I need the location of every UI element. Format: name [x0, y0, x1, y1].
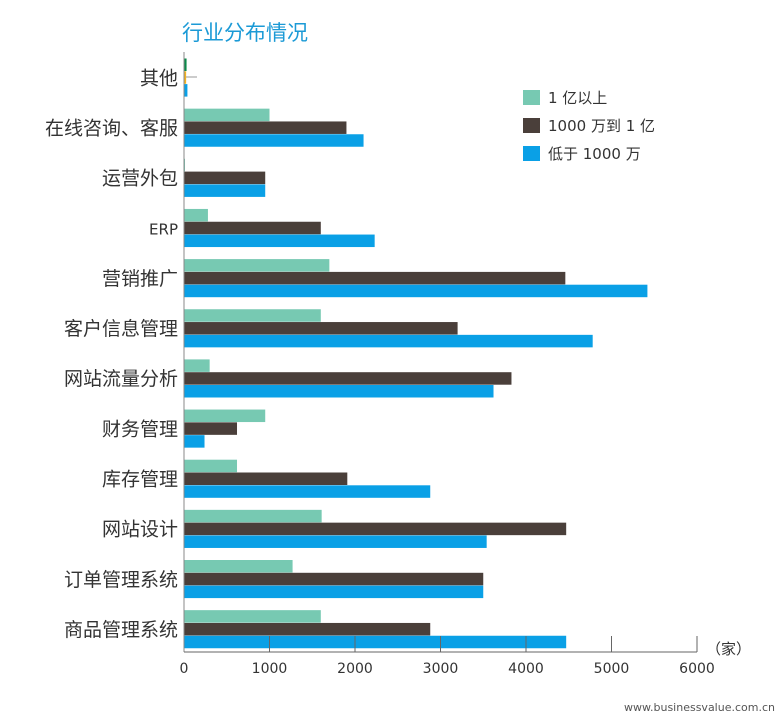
- bar-ERP-series-3: [184, 234, 375, 248]
- x-tick-label-3000: 3000: [423, 661, 459, 677]
- bar-运营外包-series-3: [184, 184, 266, 197]
- bar-订单管理系统-series-3: [184, 585, 484, 599]
- bar-订单管理系统-series-2: [184, 572, 484, 586]
- category-label-网站设计: 网站设计: [102, 519, 178, 541]
- category-label-商品管理系统: 商品管理系统: [64, 619, 178, 641]
- bar-网站设计-series-2: [184, 522, 567, 536]
- bar-库存管理-series-1: [184, 459, 238, 473]
- bar-客户信息管理-series-2: [184, 322, 458, 335]
- bar-运营外包-series-2: [184, 171, 266, 185]
- bar-在线咨询、客服-series-1: [184, 108, 270, 122]
- watermark: www.businessvalue.com.cn: [624, 701, 775, 714]
- category-label-其他: 其他: [140, 67, 178, 89]
- unit-label: （家）: [706, 640, 751, 658]
- bar-网站流量分析-series-1: [184, 359, 210, 372]
- category-label-订单管理系统: 订单管理系统: [64, 569, 178, 591]
- category-label-网站流量分析: 网站流量分析: [64, 368, 178, 390]
- legend-label-2: 1000 万到 1 亿: [548, 117, 655, 135]
- bar-ERP-series-2: [184, 221, 321, 235]
- bar-营销推广-series-1: [184, 259, 330, 272]
- bar-库存管理-series-3: [184, 485, 431, 498]
- legend-label-3: 低于 1000 万: [548, 145, 641, 163]
- bar-财务管理-series-3: [184, 435, 205, 448]
- x-tick-label-1000: 1000: [252, 661, 288, 677]
- x-tick-label-4000: 4000: [508, 661, 544, 677]
- bar-商品管理系统-series-3: [184, 635, 567, 649]
- bar-库存管理-series-2: [184, 472, 348, 485]
- bar-网站流量分析-series-3: [184, 385, 494, 398]
- bar-财务管理-series-1: [184, 409, 266, 423]
- legend-swatch-3: [523, 146, 540, 161]
- x-tick-label-2000: 2000: [337, 661, 373, 677]
- chart-title: 行业分布情况: [182, 21, 308, 45]
- category-label-ERP: ERP: [149, 221, 178, 239]
- bar-在线咨询、客服-series-2: [184, 121, 347, 134]
- bar-网站流量分析-series-2: [184, 372, 512, 385]
- x-tick-label-0: 0: [180, 661, 189, 677]
- category-label-财务管理: 财务管理: [102, 418, 178, 440]
- legend-swatch-1: [523, 90, 540, 105]
- legend-label-1: 1 亿以上: [548, 89, 607, 107]
- x-axis: 0 1000 2000 3000 4000 5000 6000: [180, 52, 715, 677]
- bar-财务管理-series-2: [184, 422, 238, 435]
- bar-网站设计-series-3: [184, 535, 487, 548]
- bar-营销推广-series-3: [184, 284, 648, 298]
- bar-商品管理系统-series-1: [184, 610, 321, 623]
- bar-商品管理系统-series-2: [184, 622, 431, 636]
- category-label-库存管理: 库存管理: [102, 468, 178, 490]
- bar-客户信息管理-series-3: [184, 334, 593, 348]
- bar-网站设计-series-1: [184, 509, 322, 523]
- bar-其他-series-2: [184, 71, 187, 84]
- x-tick-label-5000: 5000: [594, 661, 630, 677]
- bar-营销推广-series-2: [184, 271, 566, 285]
- category-label-运营外包: 运营外包: [102, 168, 178, 190]
- category-label-营销推广: 营销推广: [102, 268, 178, 290]
- bars-group: [184, 58, 648, 649]
- category-label-客户信息管理: 客户信息管理: [64, 318, 178, 340]
- bar-客户信息管理-series-1: [184, 309, 321, 322]
- bar-ERP-series-1: [184, 208, 208, 222]
- bar-其他-series-3: [184, 84, 188, 97]
- x-tick-label-6000: 6000: [679, 661, 715, 677]
- legend: 1 亿以上 1000 万到 1 亿低于 1000 万: [523, 89, 655, 163]
- category-label-在线咨询、客服: 在线咨询、客服: [45, 117, 178, 139]
- legend-swatch-2: [523, 118, 540, 133]
- bar-订单管理系统-series-1: [184, 560, 293, 573]
- bar-其他-series-1: [184, 58, 187, 71]
- bar-在线咨询、客服-series-3: [184, 134, 364, 147]
